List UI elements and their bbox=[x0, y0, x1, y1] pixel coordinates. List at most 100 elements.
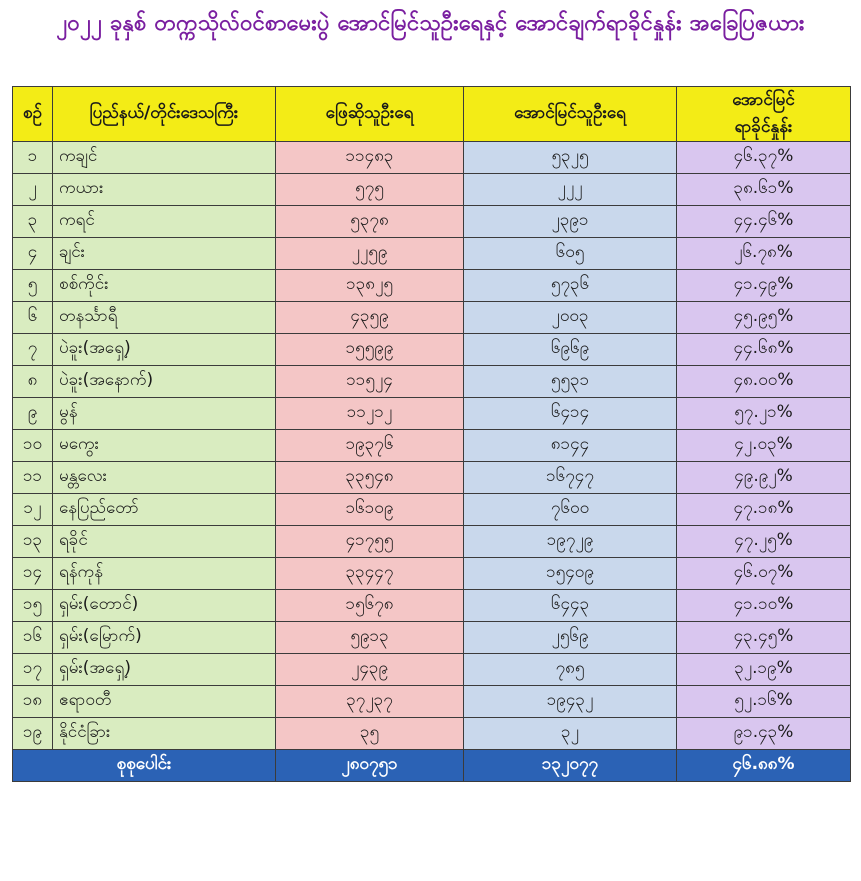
table-row: ၆တနင်္သာရီ ၄၃၅၉ ၂၀၀၃ ၄၅.၉၅% bbox=[12, 301, 851, 335]
table-row: ၂ကယား ၅၇၅ ၂၂၂ ၃၈.၆၁% bbox=[12, 173, 851, 207]
row-eligible: ၁၁၄၈၃ bbox=[275, 141, 464, 175]
row-rate: ၃၂.၁၉% bbox=[676, 653, 851, 687]
row-rate: ၄၁.၁၀% bbox=[676, 589, 851, 623]
table-row: ၁၃ ရခိုင် ၄၁၇၅၅ ၁၉၇၂၉ ၄၇.၂၅% bbox=[12, 525, 851, 559]
row-eligible: ၃၃၄၄၇ bbox=[275, 557, 464, 591]
header-rate-line2: ရာခိုင်နှုန်း bbox=[734, 117, 793, 138]
row-eligible: ၁၅၆၇၈ bbox=[275, 589, 464, 623]
total-label: စုစုပေါင်း bbox=[12, 749, 276, 783]
row-region: ကချင် bbox=[52, 141, 276, 175]
row-rate: ၅၂.၁၆% bbox=[676, 685, 851, 719]
row-no: ၁၄ bbox=[12, 557, 53, 591]
row-region: ပဲခူး(အရှေ့) bbox=[52, 333, 276, 367]
row-region: ပဲခူး(အနောက်) bbox=[52, 365, 276, 399]
results-table: စဉ် ပြည်နယ်/တိုင်းဒေသကြီး ဖြေဆိုသူဦးရေ အ… bbox=[12, 85, 851, 783]
header-row: စဉ် ပြည်နယ်/တိုင်းဒေသကြီး ဖြေဆိုသူဦးရေ အ… bbox=[12, 85, 851, 143]
row-eligible: ၁၁၅၂၄ bbox=[275, 365, 464, 399]
header-eligible: ဖြေဆိုသူဦးရေ bbox=[275, 85, 464, 143]
row-no: ၄ bbox=[12, 237, 53, 271]
header-region: ပြည်နယ်/တိုင်းဒေသကြီး bbox=[52, 85, 276, 143]
table-row: ၄ချင်း ၂၂၅၉ ၆၀၅ ၂၆.၇၈% bbox=[12, 237, 851, 271]
row-eligible: ၁၃၈၂၅ bbox=[275, 269, 464, 303]
row-passed: ၅၇၃၆ bbox=[463, 269, 677, 303]
total-row: စုစုပေါင်း ၂၈၀၇၅၁ ၁၃၂၀၇၇ ၄၆.၈၈% bbox=[12, 749, 851, 783]
row-region: မကွေး bbox=[52, 429, 276, 463]
row-region: မွန် bbox=[52, 397, 276, 431]
table-row: ၇ပဲခူး(အရှေ့) ၁၅၅၉၉ ၆၉၆၉ ၄၄.၆၈% bbox=[12, 333, 851, 367]
row-eligible: ၁၅၅၉၉ bbox=[275, 333, 464, 367]
row-no: ၁၉ bbox=[12, 717, 53, 751]
row-region: ရှမ်း(မြောက်) bbox=[52, 621, 276, 655]
row-eligible: ၄၁၇၅၅ bbox=[275, 525, 464, 559]
row-rate: ၄၉.၉၂% bbox=[676, 461, 851, 495]
table-row: ၁၁ မန္တလေး ၃၃၅၄၈ ၁၆၇၄၇ ၄၉.၉၂% bbox=[12, 461, 851, 495]
row-eligible: ၁၁၂၁၂ bbox=[275, 397, 464, 431]
row-no: ၁၈ bbox=[12, 685, 53, 719]
row-region: နေပြည်တော် bbox=[52, 493, 276, 527]
row-region: ကယား bbox=[52, 173, 276, 207]
table-row: ၁၆ ရှမ်း(မြောက်) ၅၉၁၃ ၂၅၆၉ ၄၃.၄၅% bbox=[12, 621, 851, 655]
row-rate: ၄၂.၀၃% bbox=[676, 429, 851, 463]
row-region: ဧရာဝတီ bbox=[52, 685, 276, 719]
row-passed: ၂၀၀၃ bbox=[463, 301, 677, 335]
header-passed: အောင်မြင်သူဦးရေ bbox=[463, 85, 677, 143]
row-passed: ၆၄၄၃ bbox=[463, 589, 677, 623]
total-eligible: ၂၈၀၇၅၁ bbox=[275, 749, 464, 783]
row-passed: ၆၉၆၉ bbox=[463, 333, 677, 367]
row-passed: ၁၅၄၀၉ bbox=[463, 557, 677, 591]
row-passed: ၂၂၂ bbox=[463, 173, 677, 207]
header-rate-line1: အောင်မြင် bbox=[732, 90, 795, 110]
table-row: ၈ပဲခူး(အနောက်) ၁၁၅၂၄ ၅၅၃၁ ၄၈.၀၀% bbox=[12, 365, 851, 399]
row-eligible: ၃၇၂၃၇ bbox=[275, 685, 464, 719]
row-region: စစ်ကိုင်း bbox=[52, 269, 276, 303]
table-header: စဉ် ပြည်နယ်/တိုင်းဒေသကြီး ဖြေဆိုသူဦးရေ အ… bbox=[12, 85, 851, 143]
row-passed: ၅၃၂၅ bbox=[463, 141, 677, 175]
header-no: စဉ် bbox=[12, 85, 53, 143]
row-passed: ၇၆၀၀ bbox=[463, 493, 677, 527]
row-region: ချင်း bbox=[52, 237, 276, 271]
table-row: ၁၉ နိုင်ငံခြား ၃၅ ၃၂ ၉၁.၄၃% bbox=[12, 717, 851, 751]
row-eligible: ၄၃၅၉ bbox=[275, 301, 464, 335]
table-row: ၁၄ ရန်ကုန် ၃၃၄၄၇ ၁၅၄၀၉ ၄၆.၀၇% bbox=[12, 557, 851, 591]
row-rate: ၄၅.၉၅% bbox=[676, 301, 851, 335]
row-rate: ၄၄.၆၈% bbox=[676, 333, 851, 367]
row-no: ၁၃ bbox=[12, 525, 53, 559]
row-no: ၁၆ bbox=[12, 621, 53, 655]
row-passed: ၂၅၆၉ bbox=[463, 621, 677, 655]
row-rate: ၄၇.၂၅% bbox=[676, 525, 851, 559]
row-no: ၁၂ bbox=[12, 493, 53, 527]
row-eligible: ၅၃၇၈ bbox=[275, 205, 464, 239]
table-footer: စုစုပေါင်း ၂၈၀၇၅၁ ၁၃၂၀၇၇ ၄၆.၈၈% bbox=[12, 749, 851, 783]
row-passed: ၈၁၄၄ bbox=[463, 429, 677, 463]
row-eligible: ၁၆၁၀၉ bbox=[275, 493, 464, 527]
table-row: ၁၂ နေပြည်တော် ၁၆၁၀၉ ၇၆၀၀ ၄၇.၁၈% bbox=[12, 493, 851, 527]
row-passed: ၁၆၇၄၇ bbox=[463, 461, 677, 495]
row-no: ၁ bbox=[12, 141, 53, 175]
row-region: ရခိုင် bbox=[52, 525, 276, 559]
row-no: ၉ bbox=[12, 397, 53, 431]
row-no: ၇ bbox=[12, 333, 53, 367]
row-rate: ၄၃.၄၅% bbox=[676, 621, 851, 655]
row-passed: ၅၅၃၁ bbox=[463, 365, 677, 399]
row-rate: ၄၇.၁၈% bbox=[676, 493, 851, 527]
row-region: ရန်ကုန် bbox=[52, 557, 276, 591]
row-region: ကရင် bbox=[52, 205, 276, 239]
row-rate: ၅၇.၂၁% bbox=[676, 397, 851, 431]
row-passed: ၂၃၉၁ bbox=[463, 205, 677, 239]
row-no: ၂ bbox=[12, 173, 53, 207]
row-no: ၅ bbox=[12, 269, 53, 303]
row-rate: ၄၈.၀၀% bbox=[676, 365, 851, 399]
table-body: ၁ကချင် ၁၁၄၈၃ ၅၃၂၅ ၄၆.၃၇% ၂ကယား ၅၇၅ ၂၂၂ ၃၈.၆၁% ၃က… bbox=[12, 141, 851, 751]
row-region: တနင်္သာရီ bbox=[52, 301, 276, 335]
row-no: ၃ bbox=[12, 205, 53, 239]
table-row: ၁၇ ရှမ်း(အရှေ့) ၂၄၃၉ ၇၈၅ ၃၂.၁၉% bbox=[12, 653, 851, 687]
row-eligible: ၅၉၁၃ bbox=[275, 621, 464, 655]
row-no: ၁၅ bbox=[12, 589, 53, 623]
total-rate: ၄၆.၈၈% bbox=[676, 749, 851, 783]
row-no: ၁၁ bbox=[12, 461, 53, 495]
row-passed: ၃၂ bbox=[463, 717, 677, 751]
row-eligible: ၂၂၅၉ bbox=[275, 237, 464, 271]
row-rate: ၄၁.၄၉% bbox=[676, 269, 851, 303]
table-row: ၁၀ မကွေး ၁၉၃၇၆ ၈၁၄၄ ၄၂.၀၃% bbox=[12, 429, 851, 463]
table-row: ၁၅ ရှမ်း(တောင်) ၁၅၆၇၈ ၆၄၄၃ ၄၁.၁၀% bbox=[12, 589, 851, 623]
